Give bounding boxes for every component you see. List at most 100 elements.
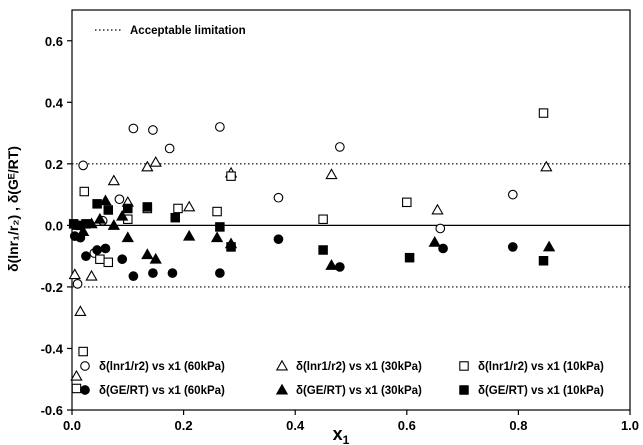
acceptable-limitation-label: Acceptable limitation [130, 25, 246, 37]
data-point [93, 212, 107, 224]
data-point [107, 219, 120, 230]
data-point [210, 231, 224, 243]
x-tick-label: 1.0 [621, 418, 639, 433]
data-point [121, 231, 134, 243]
legend-entry: δ(lnr1/r2) vs x1 (10kPa) [459, 361, 604, 373]
legend-label: δ(GE/RT) vs x1 (30kPa) [296, 385, 422, 397]
legend-label: δ(lnr1/r2) vs x1 (30kPa) [296, 361, 422, 373]
x-tick-label: 0.6 [398, 418, 416, 433]
data-point [173, 203, 183, 214]
y-tick-label: -0.2 [41, 280, 63, 295]
data-point [318, 214, 328, 224]
axis-ticks: 0.0 0.2 0.4 0.6 0.8 1.0 -0.6 -0.4 -0.2 0.0 0.2 0.4 0… [41, 34, 639, 433]
legend-marker [80, 385, 90, 395]
x-tick-label: 0.2 [175, 418, 193, 433]
data-point [226, 171, 236, 181]
data-point [142, 202, 153, 212]
plot-axes [71, 9, 631, 411]
legend-label: δ(lnr1/r2) vs x1 (10kPa) [478, 361, 604, 373]
acceptable-limitation-legend: Acceptable limitation [95, 25, 246, 37]
legend-entry: δ(GE/RT) vs x1 (10kPa) [459, 385, 604, 397]
data-point [141, 248, 154, 260]
data-point [74, 305, 87, 316]
data-point [114, 194, 125, 205]
legend-label: δ(GE/RT) vs x1 (10kPa) [478, 385, 604, 397]
data-point [128, 123, 139, 134]
data-point [402, 197, 412, 208]
x-axis-label-main: x [333, 424, 343, 444]
data-point [77, 225, 90, 236]
data-point [116, 209, 129, 221]
data-point [215, 222, 225, 232]
series-2-points [68, 155, 553, 381]
data-point [334, 142, 345, 152]
data-point [540, 160, 553, 172]
data-point [95, 254, 105, 264]
y-tick-label: 0.2 [45, 157, 63, 172]
legend-marker [80, 361, 90, 371]
plot-frame [71, 9, 631, 411]
data-point [538, 108, 549, 118]
data-points [68, 108, 556, 394]
data-point [542, 240, 556, 252]
data-point [72, 278, 83, 289]
data-point [325, 168, 338, 180]
data-point [334, 262, 345, 272]
data-point [68, 268, 81, 280]
data-point [92, 199, 102, 209]
data-point [404, 252, 415, 263]
x-axis-label-subscript: 1 [343, 433, 350, 445]
data-point [107, 174, 120, 186]
data-point [148, 125, 158, 135]
x-tick-label: 0.0 [63, 418, 81, 433]
data-point [318, 245, 328, 255]
data-point [435, 223, 446, 234]
data-point [78, 346, 88, 357]
data-point [149, 252, 162, 264]
data-point [164, 143, 175, 154]
legend-marker [459, 385, 469, 395]
legend-entry: δ(GE/RT) vs x1 (30kPa) [275, 383, 422, 397]
data-point [70, 369, 83, 381]
data-point [226, 242, 236, 252]
x-tick-label: 0.8 [509, 418, 527, 433]
data-point [103, 257, 114, 268]
data-point [170, 212, 180, 223]
legend-marker [275, 359, 289, 371]
y-tick-label: -0.6 [41, 403, 63, 418]
data-point [128, 271, 139, 282]
series-3-points [71, 108, 549, 394]
legend-entry: δ(lnr1/r2) vs x1 (60kPa) [80, 361, 225, 373]
data-point [78, 160, 89, 171]
data-point [103, 205, 114, 215]
data-point [81, 219, 91, 229]
x-tick-label: 0.4 [286, 418, 305, 433]
data-point [99, 194, 112, 206]
data-point [117, 254, 128, 265]
y-tick-label: 0.0 [45, 218, 63, 233]
data-point [212, 206, 222, 217]
data-point [183, 200, 196, 212]
legend-entry: δ(GE/RT) vs x1 (60kPa) [80, 385, 225, 397]
series-1-points [72, 122, 518, 289]
data-point [215, 122, 225, 132]
y-axis-label: δ(lnr₁/r₂) , δ(Gᴱ/RT) [5, 146, 21, 272]
data-point [183, 229, 196, 241]
data-point [148, 268, 158, 278]
data-point [273, 192, 284, 203]
data-point [428, 235, 441, 247]
y-tick-label: 0.4 [45, 95, 64, 110]
y-tick-label: -0.4 [41, 341, 64, 356]
data-point [438, 243, 448, 254]
legend-marker [275, 383, 289, 395]
series-legend: δ(lnr1/r2) vs x1 (60kPa) δ(lnr1/r2) vs x1… [80, 359, 604, 397]
data-point [81, 251, 91, 262]
series-6-points [68, 199, 549, 266]
data-point [92, 245, 102, 255]
data-point [538, 256, 549, 266]
data-point [123, 203, 133, 214]
legend-label: δ(GE/RT) vs x1 (60kPa) [99, 385, 225, 397]
data-point [325, 259, 338, 270]
data-point [100, 243, 111, 254]
